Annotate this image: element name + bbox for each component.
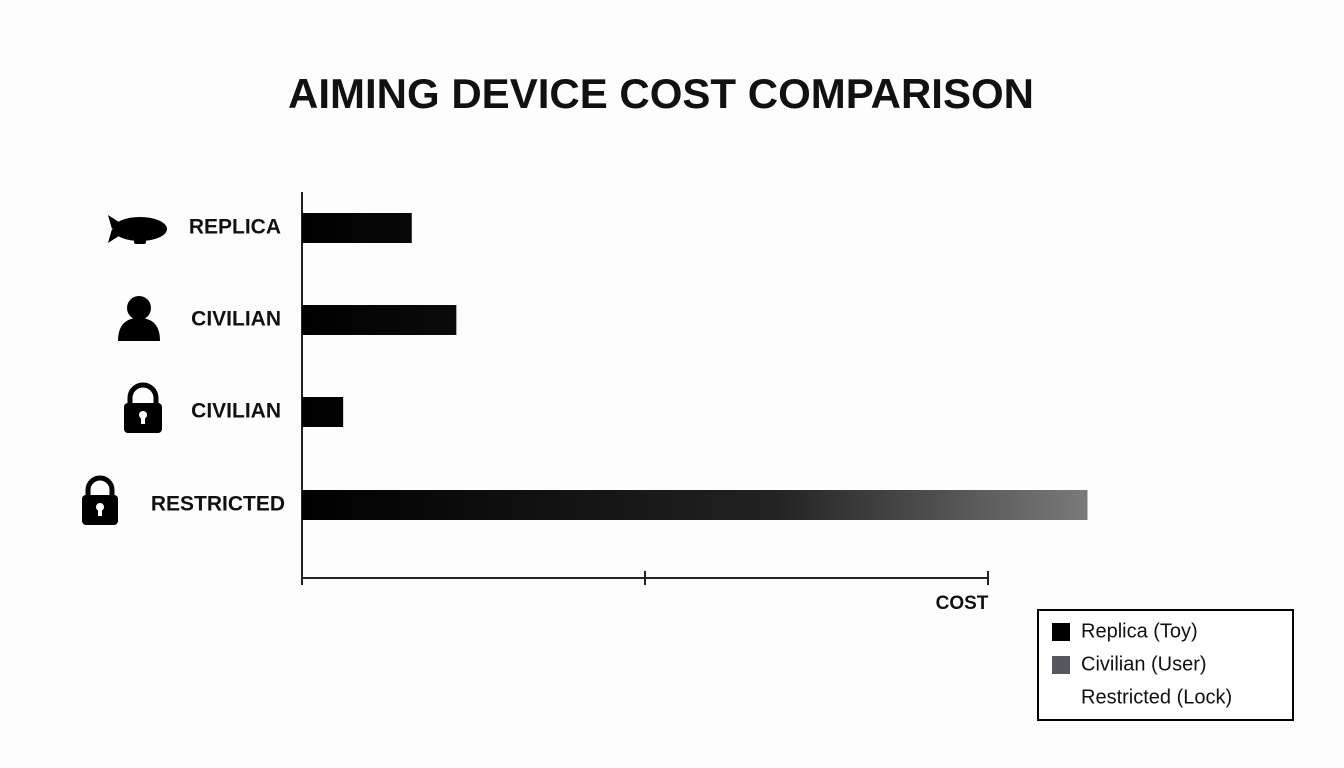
- legend-swatch: [1052, 623, 1070, 641]
- lock-icon: [124, 382, 162, 433]
- blimp-icon: [108, 215, 167, 244]
- lock-icon: [82, 475, 118, 525]
- person-icon: [118, 296, 160, 341]
- legend-label: Replica (Toy): [1081, 620, 1198, 642]
- legend-swatch: [1052, 656, 1070, 674]
- x-axis-label: COST: [936, 593, 989, 614]
- bar: [302, 490, 1088, 520]
- category-label: REPLICA: [189, 216, 281, 239]
- category-label: CIVILIAN: [191, 400, 281, 423]
- bar: [302, 305, 457, 335]
- legend-label: Civilian (User): [1081, 653, 1207, 675]
- chart-title: AIMING DEVICE COST COMPARISON: [288, 70, 1034, 117]
- legend-swatch: [1052, 689, 1070, 707]
- bar: [302, 397, 344, 427]
- legend-label: Restricted (Lock): [1081, 686, 1232, 708]
- category-label: RESTRICTED: [151, 493, 285, 516]
- bar: [302, 213, 412, 243]
- category-label: CIVILIAN: [191, 308, 281, 331]
- legend: [1037, 609, 1294, 721]
